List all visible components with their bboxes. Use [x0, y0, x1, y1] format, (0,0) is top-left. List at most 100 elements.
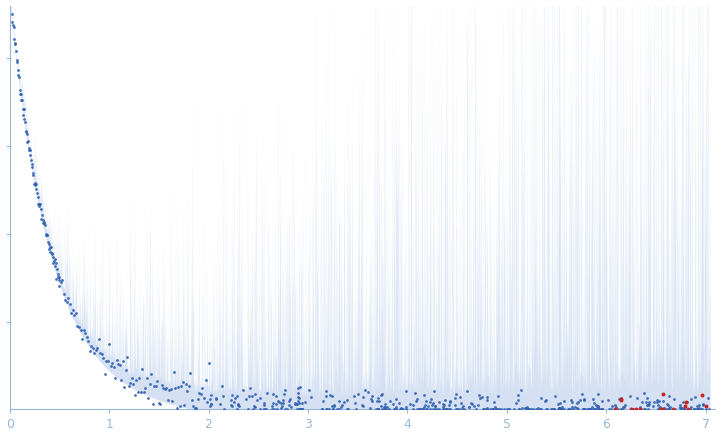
Point: [296, 406, 307, 413]
Point: [588, 399, 600, 406]
Point: [126, 375, 138, 382]
Point: [591, 403, 603, 410]
Point: [176, 382, 187, 389]
Point: [452, 406, 464, 413]
Point: [34, 203, 45, 210]
Point: [193, 395, 204, 402]
Point: [182, 388, 193, 395]
Point: [429, 402, 441, 409]
Point: [85, 343, 97, 350]
Point: [349, 400, 360, 407]
Point: [481, 397, 492, 404]
Point: [554, 405, 565, 412]
Point: [13, 74, 25, 81]
Point: [410, 389, 421, 396]
Point: [278, 396, 289, 403]
Point: [669, 406, 681, 413]
Point: [234, 402, 245, 409]
Point: [232, 400, 244, 407]
Point: [522, 406, 534, 413]
Point: [268, 406, 280, 413]
Point: [564, 406, 575, 413]
Point: [510, 400, 522, 407]
Point: [612, 406, 624, 413]
Point: [689, 406, 700, 413]
Point: [20, 129, 32, 136]
Point: [248, 402, 260, 409]
Point: [552, 405, 564, 412]
Point: [584, 406, 596, 413]
Point: [407, 406, 419, 413]
Point: [266, 406, 278, 413]
Point: [50, 263, 61, 270]
Point: [478, 406, 490, 413]
Point: [471, 406, 482, 413]
Point: [71, 323, 83, 329]
Point: [396, 406, 407, 413]
Point: [606, 402, 618, 409]
Point: [376, 390, 388, 397]
Point: [501, 406, 513, 413]
Point: [43, 246, 55, 253]
Point: [266, 403, 278, 410]
Point: [371, 398, 383, 405]
Point: [546, 406, 557, 413]
Point: [430, 406, 441, 413]
Point: [472, 401, 483, 408]
Point: [370, 406, 381, 413]
Point: [624, 393, 635, 400]
Point: [372, 406, 384, 413]
Point: [691, 406, 703, 413]
Point: [626, 406, 637, 413]
Point: [414, 406, 425, 413]
Point: [700, 402, 712, 409]
Point: [400, 406, 412, 413]
Point: [576, 391, 588, 398]
Point: [614, 396, 625, 403]
Point: [425, 399, 436, 406]
Point: [205, 403, 216, 410]
Point: [444, 406, 456, 413]
Point: [168, 369, 180, 376]
Point: [244, 385, 255, 392]
Point: [615, 394, 627, 401]
Point: [363, 405, 375, 412]
Point: [75, 326, 87, 333]
Point: [6, 18, 18, 25]
Point: [539, 397, 550, 404]
Point: [592, 402, 603, 409]
Point: [283, 398, 295, 405]
Point: [683, 406, 694, 413]
Point: [445, 398, 456, 405]
Point: [534, 406, 546, 413]
Point: [495, 406, 507, 413]
Point: [92, 344, 103, 351]
Point: [27, 161, 38, 168]
Point: [415, 406, 426, 413]
Point: [53, 274, 65, 281]
Point: [609, 406, 621, 413]
Point: [657, 406, 668, 413]
Point: [644, 400, 655, 407]
Point: [169, 385, 181, 392]
Point: [679, 403, 691, 410]
Point: [120, 367, 131, 374]
Point: [663, 392, 674, 399]
Point: [474, 395, 485, 402]
Point: [497, 406, 509, 413]
Point: [328, 402, 340, 409]
Point: [554, 399, 566, 406]
Point: [585, 406, 596, 413]
Point: [273, 397, 284, 404]
Point: [508, 406, 519, 413]
Point: [443, 402, 455, 409]
Point: [490, 406, 502, 413]
Point: [477, 406, 489, 413]
Point: [293, 406, 305, 413]
Point: [579, 406, 590, 413]
Point: [27, 171, 39, 178]
Point: [675, 406, 686, 413]
Point: [336, 401, 348, 408]
Point: [548, 406, 559, 413]
Point: [289, 401, 301, 408]
